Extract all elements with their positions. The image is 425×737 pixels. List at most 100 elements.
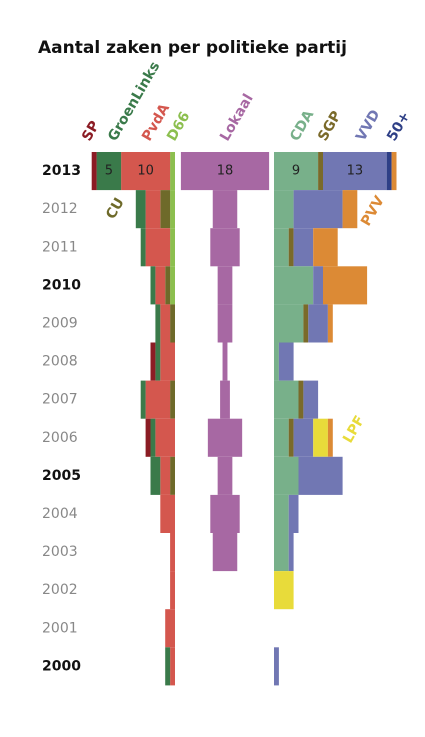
bar-segment (274, 304, 304, 343)
bar-segment (170, 228, 175, 267)
bar-segment (274, 342, 279, 381)
bar-segment (140, 380, 146, 419)
bar-segment (274, 266, 314, 305)
y-tick-label: 2001 (42, 620, 78, 636)
y-tick-label: 2000 (42, 658, 81, 674)
bar-segment (274, 152, 319, 191)
legend-label: LPF (340, 413, 368, 446)
bar-segment (327, 418, 333, 457)
bar-segment (155, 304, 161, 343)
bar-segment (298, 456, 343, 495)
bar-segment (217, 456, 233, 495)
bar-segment (150, 456, 161, 495)
bar-segment (165, 609, 175, 648)
bar-segment (207, 418, 243, 457)
bar-segment (212, 533, 238, 572)
data-label: 5 (105, 164, 113, 179)
legend-label: CU (103, 195, 128, 222)
bar-segment (278, 342, 294, 381)
bar-segment (274, 190, 294, 229)
bar-segment (145, 228, 171, 267)
bar-segment (145, 418, 151, 457)
bar-segment (121, 152, 171, 191)
y-tick-label: 2008 (42, 354, 78, 370)
bar-segment (303, 380, 319, 419)
bar-segment (386, 152, 392, 191)
bar-segment (160, 342, 175, 381)
bar-segment (170, 647, 175, 686)
legend-label: VVD (353, 107, 384, 144)
bar-segment (165, 647, 171, 686)
legend-label: CDA (287, 108, 317, 144)
bar-segment (150, 418, 156, 457)
bar-segment (222, 342, 228, 381)
bar-segment (274, 228, 289, 267)
bar-segment (170, 266, 175, 305)
bar-segment (298, 380, 304, 419)
bar-segment (274, 533, 289, 572)
y-tick-label: 2007 (42, 392, 78, 408)
y-tick-label: 2010 (42, 277, 81, 293)
bar-segment (220, 380, 230, 419)
bar-segment (323, 266, 368, 305)
bar-segment (274, 571, 294, 610)
bar-segment (313, 228, 338, 267)
data-label: 18 (217, 164, 234, 179)
bar-segment (210, 228, 240, 267)
y-tick-label: 2009 (42, 315, 78, 331)
y-tick-label: 2004 (42, 506, 78, 522)
y-tick-label: 2003 (42, 544, 78, 560)
bar-segment (145, 190, 161, 229)
bar-segment (160, 456, 171, 495)
bar-segment (303, 304, 309, 343)
bar-segment (170, 304, 175, 343)
bar-segment (212, 190, 238, 229)
bar-segment (170, 190, 175, 229)
bar-segment (96, 152, 122, 191)
bar-segment (155, 266, 166, 305)
bar-segment (293, 418, 314, 457)
chart-title: Aantal zaken per politieke partij (38, 38, 347, 58)
bar-segment (217, 304, 233, 343)
bar-segment (155, 342, 161, 381)
y-tick-label: 2005 (42, 468, 81, 484)
bar-segment (145, 380, 171, 419)
bar-segment (308, 304, 328, 343)
data-label: 10 (137, 164, 154, 179)
y-tick-label: 2012 (42, 201, 78, 217)
bar-segment (327, 304, 333, 343)
legend-label: Lokaal (217, 91, 257, 144)
bar-segment (91, 152, 97, 191)
bar-segment (318, 152, 323, 191)
bar-segment (160, 304, 171, 343)
bar-segment (288, 418, 294, 457)
bar-segment (288, 494, 299, 533)
y-tick-label: 2011 (42, 239, 78, 255)
bar-segment (210, 494, 240, 533)
bar-segment (170, 571, 175, 610)
bar-segment (180, 152, 270, 191)
bar-segment (288, 533, 294, 572)
bar-segment (170, 152, 175, 191)
bar-segment (155, 418, 175, 457)
bar-segment (323, 152, 387, 191)
bar-segment (274, 456, 299, 495)
bar-segment (274, 494, 289, 533)
bar-segment (274, 380, 299, 419)
bar-segment (170, 533, 175, 572)
legend-label: SP (79, 118, 103, 144)
bar-segment (274, 647, 279, 686)
bar-segment (135, 190, 146, 229)
bar-segment (170, 456, 175, 495)
bar-segment (288, 228, 294, 267)
bar-segment (170, 380, 175, 419)
y-tick-label: 2002 (42, 582, 78, 598)
y-tick-label: 2006 (42, 430, 78, 446)
bar-segment (160, 494, 175, 533)
legend-label: PVV (358, 193, 388, 229)
bar-segment (293, 228, 314, 267)
data-label: 13 (347, 164, 364, 179)
bar-segment (391, 152, 397, 191)
bar-segment (342, 190, 358, 229)
